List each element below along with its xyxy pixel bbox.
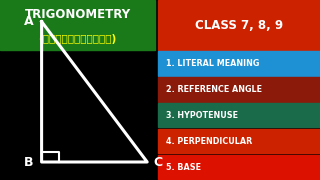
Text: B: B — [24, 156, 34, 168]
Text: C: C — [154, 156, 163, 168]
Text: 1. LITERAL MEANING: 1. LITERAL MEANING — [166, 59, 260, 68]
Bar — [0, 0, 155, 50]
Bar — [158, 103, 320, 127]
Text: 4. PERPENDICULAR: 4. PERPENDICULAR — [166, 137, 253, 146]
Text: A: A — [24, 15, 34, 28]
Bar — [158, 155, 320, 179]
Text: 2. REFERENCE ANGLE: 2. REFERENCE ANGLE — [166, 85, 262, 94]
Bar — [158, 129, 320, 153]
Bar — [158, 77, 320, 102]
Bar — [158, 0, 320, 50]
Bar — [158, 51, 320, 76]
Text: (त्रिकोणमिति): (त्रिकोणमिति) — [38, 34, 117, 44]
Text: CLASS 7, 8, 9: CLASS 7, 8, 9 — [195, 19, 283, 32]
Text: 3. HYPOTENUSE: 3. HYPOTENUSE — [166, 111, 238, 120]
Text: 5. BASE: 5. BASE — [166, 163, 201, 172]
Text: TRIGONOMETRY: TRIGONOMETRY — [25, 8, 131, 21]
